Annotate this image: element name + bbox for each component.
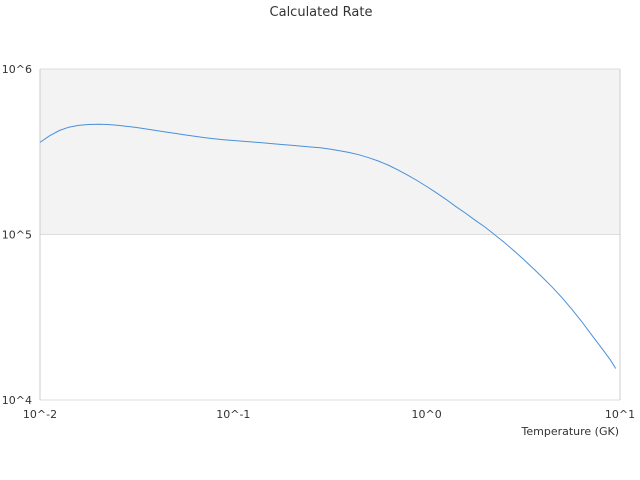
x-axis-label: Temperature (GK): [521, 425, 620, 438]
x-tick-label: 10^-2: [23, 408, 57, 421]
x-tick-label: 10^-1: [216, 408, 250, 421]
x-tick-label: 10^1: [605, 408, 635, 421]
plot-band-upper-decade: [40, 69, 620, 235]
chart-title: Calculated Rate: [270, 5, 373, 20]
y-tick-label: 10^5: [2, 229, 32, 242]
y-tick-label: 10^6: [2, 63, 32, 76]
plot-frame: [39, 69, 621, 400]
grid-lines: [40, 68, 620, 401]
series-line: [39, 123, 617, 369]
y-tick-label: 10^4: [2, 394, 32, 407]
x-tick-label: 10^0: [412, 408, 442, 421]
y-tick-labels: 10^4 10^5 10^6: [2, 63, 32, 407]
x-tick-labels: 10^-2 10^-1 10^0 10^1: [23, 408, 635, 421]
